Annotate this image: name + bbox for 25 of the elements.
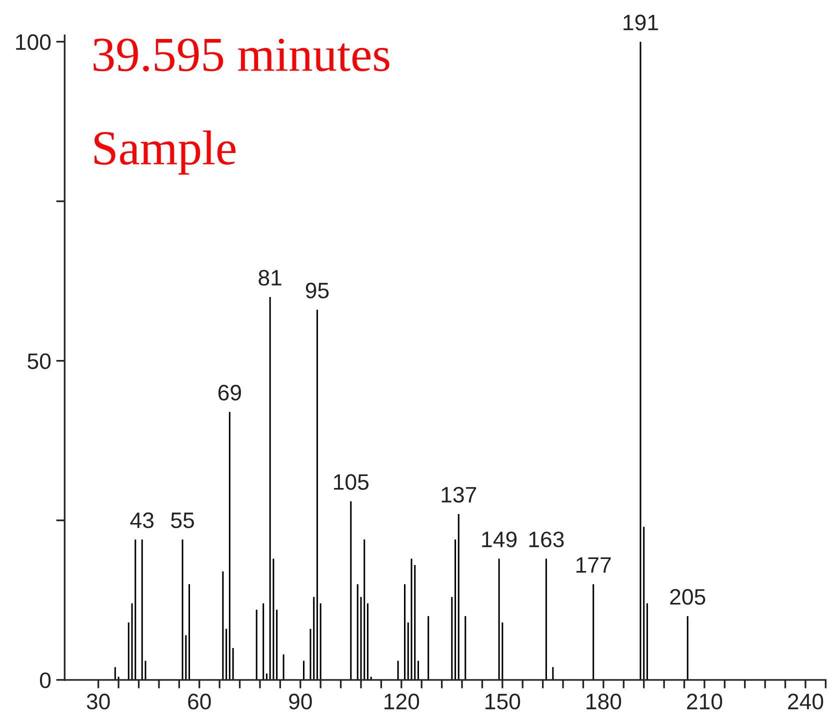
annotation: 105	[334, 474, 368, 490]
x-tick-label: 240	[788, 694, 824, 710]
x-tick-label: 60	[188, 694, 211, 710]
annotation: 39.595 minutes	[94, 38, 390, 72]
annotation: 81	[258, 270, 282, 286]
annotation: 55	[171, 512, 194, 528]
x-tick-label: 120	[384, 694, 420, 710]
x-tick-label: 30	[86, 694, 110, 710]
x-tick-label: 210	[687, 694, 722, 710]
annotation: 69	[218, 384, 241, 401]
annotation: 43	[130, 512, 154, 528]
x-tick-label: 90	[289, 694, 312, 710]
annotation: 149	[482, 532, 517, 548]
x-tick-label: 180	[586, 694, 622, 710]
annotation: 137	[442, 486, 476, 503]
annotation: 177	[576, 557, 611, 573]
x-tick-label: 150	[486, 694, 520, 710]
annotation: Sample	[94, 130, 236, 175]
annotation: 163	[529, 532, 564, 548]
y-tick-label: 50	[28, 353, 51, 370]
y-tick-label: 100	[16, 34, 51, 50]
y-tick-label: 0	[40, 672, 51, 688]
annotation: 205	[670, 589, 706, 605]
annotation: 95	[306, 282, 329, 298]
annotation: 191	[624, 14, 658, 30]
